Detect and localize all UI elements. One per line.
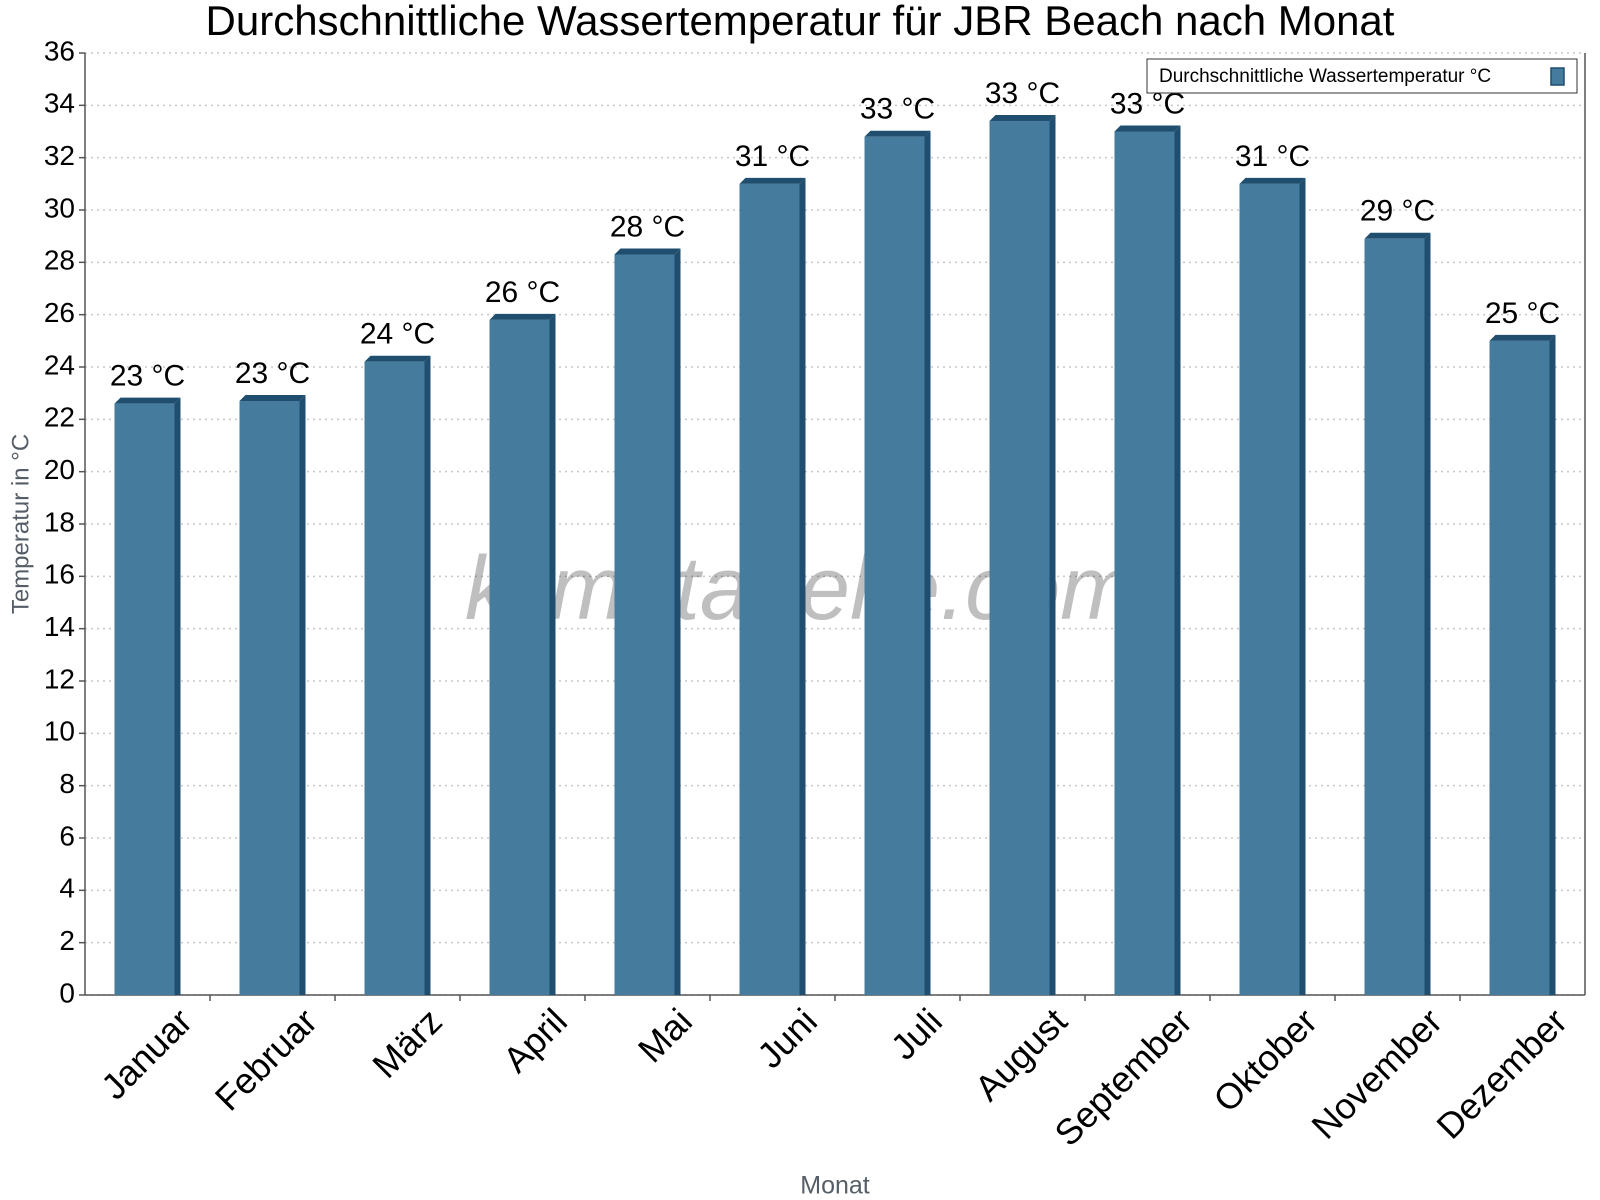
bar-side [549,313,556,995]
bar [1364,238,1425,996]
y-tick-label: 14 [44,611,75,642]
bar [364,361,425,995]
bar-side [1549,334,1556,995]
bar-side [799,177,806,996]
value-label: 26 °C [485,276,560,309]
bar [739,183,800,996]
legend-label: Durchschnittliche Wassertemperatur °C [1159,66,1491,87]
y-tick-label: 2 [59,925,75,956]
value-label: 23 °C [110,360,185,393]
y-tick-label: 36 [44,35,75,66]
y-tick-label: 26 [44,297,75,328]
y-tick-label: 28 [44,245,75,276]
bar-top [1489,334,1556,341]
y-tick-label: 34 [44,88,75,119]
bar-top [989,115,1056,122]
value-label: 25 °C [1485,297,1560,330]
bar-side [924,130,931,995]
value-label: 31 °C [1235,140,1310,173]
bar-side [674,248,681,995]
bar-top [114,397,181,404]
bar [614,254,675,995]
bar-side [1424,232,1431,996]
y-tick-label: 20 [44,454,75,485]
bar-top [1239,177,1306,184]
value-label: 28 °C [610,210,685,243]
y-axis-title: Temperatur in °C [7,434,34,614]
value-label: 31 °C [735,140,810,173]
chart-title: Durchschnittliche Wassertemperatur für J… [206,0,1395,44]
legend-box [1146,58,1578,94]
y-tick-label: 8 [59,768,75,799]
y-tick-label: 30 [44,192,75,223]
y-tick-label: 24 [44,349,75,380]
bar-side [1049,115,1056,996]
y-tick-label: 6 [59,820,75,851]
bar [239,401,300,995]
legend: Durchschnittliche Wassertemperatur °C [1146,58,1578,94]
bar-side [174,397,181,996]
bar [864,136,925,995]
bar [989,121,1050,996]
y-tick-label: 4 [59,873,75,904]
value-label: 33 °C [985,77,1060,110]
y-tick-label: 22 [44,402,75,433]
bar-top [1114,125,1181,132]
bar-side [299,395,306,995]
bar-top [614,248,681,255]
legend-swatch [1550,67,1565,86]
bar [1489,340,1550,995]
bar [1239,183,1300,996]
bar-top [364,355,431,362]
value-label: 29 °C [1360,195,1435,228]
bar-side [1174,125,1181,995]
x-axis-title: Monat [800,1172,870,1200]
value-label: 24 °C [360,318,435,351]
bar-top [489,313,556,320]
y-tick-label: 32 [44,140,75,171]
y-tick-label: 16 [44,559,75,590]
y-tick-label: 12 [44,663,75,694]
bar-top [1364,232,1431,239]
y-tick-label: 18 [44,506,75,537]
bar [114,403,175,996]
bar-top [739,177,806,184]
bar-side [424,355,431,995]
bar [489,319,550,995]
bar-side [1299,177,1306,996]
value-label: 23 °C [235,357,310,390]
bar-top [239,395,306,402]
bar [1114,131,1175,995]
bar-top [864,130,931,137]
y-tick-label: 10 [44,716,75,747]
value-label: 33 °C [860,93,935,126]
y-tick-label: 0 [59,977,75,1008]
